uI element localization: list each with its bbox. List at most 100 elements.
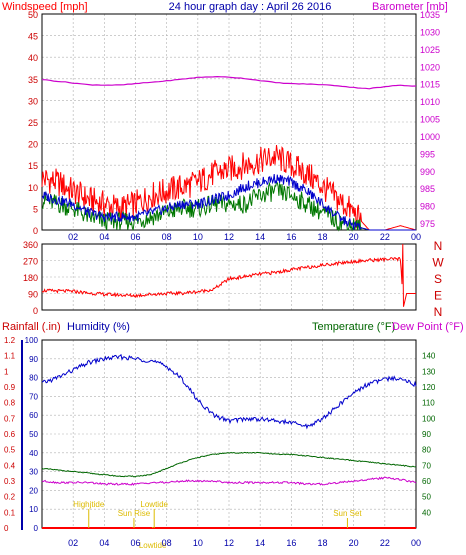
- tide-marker-label: Lowtide: [140, 500, 168, 509]
- wind-tick-label: 5: [33, 204, 38, 214]
- wind-tick-label: 30: [28, 96, 38, 106]
- wind-tick-label: 45: [28, 32, 38, 42]
- x-tick-label: 10: [193, 538, 203, 548]
- tide-marker-label: Sun Set: [333, 509, 362, 518]
- barometer-tick-label: 975: [420, 219, 435, 229]
- weather-x-ticks: 02 04 06 08 10 12 14 16 18 20 22 00: [68, 538, 421, 548]
- humidity-line: [41, 353, 417, 430]
- humidity-tick-label: 30: [29, 468, 38, 477]
- temperature-tick-label: 130: [422, 367, 436, 376]
- barometer-tick-label: 990: [420, 167, 435, 177]
- dewpoint-line: [41, 476, 417, 486]
- x-tick-label: 20: [349, 232, 359, 242]
- x-tick-label: 22: [380, 232, 390, 242]
- humidity-tick-label: 50: [29, 430, 38, 439]
- compass-letter: E: [434, 289, 442, 303]
- rainfall-axis-title: Rainfall (.in): [2, 321, 61, 333]
- humidity-tick-label: 20: [29, 486, 38, 495]
- temperature-tick-label: 40: [422, 508, 431, 517]
- chart-title: 24 hour graph day : April 26 2016: [169, 1, 332, 13]
- weather-grid: [42, 339, 416, 529]
- tide-marker-label: Highjtide: [73, 500, 105, 509]
- wind-direction-line: [41, 243, 416, 307]
- wind-tick-label: 0: [33, 226, 38, 236]
- x-tick-label: 18: [317, 232, 327, 242]
- wind-tick-label: 25: [28, 118, 38, 128]
- barometer-tick-label: 1000: [420, 132, 440, 142]
- x-tick-label: 16: [286, 538, 296, 548]
- x-tick-label: 20: [349, 538, 359, 548]
- humidity-tick-label: 100: [25, 336, 39, 345]
- wind-tick-label: 35: [28, 75, 38, 85]
- barometer-tick-label: 1030: [420, 27, 440, 37]
- x-tick-label: 22: [380, 538, 390, 548]
- x-tick-label: 10: [193, 232, 203, 242]
- barometer-tick-label: 995: [420, 149, 435, 159]
- rainfall-ticks: 1.2 1.1 1 0.9 0.8 0.7 0.6 0.5 0.4 0.3 0.2 0.1 0: [4, 336, 16, 533]
- barometer-tick-label: 1015: [420, 80, 440, 90]
- rainfall-tick-label: 0.2: [4, 493, 16, 502]
- rainfall-tick-label: 0.9: [4, 383, 16, 392]
- x-tick-label: 12: [224, 232, 234, 242]
- x-tick-label: 16: [286, 232, 296, 242]
- x-tick-label: 04: [99, 538, 109, 548]
- wind-tick-label: 40: [28, 53, 38, 63]
- x-tick-label: 08: [162, 232, 172, 242]
- x-tick-label: 06: [130, 538, 140, 548]
- x-tick-label: 02: [68, 232, 78, 242]
- x-tick-label: 06: [130, 232, 140, 242]
- wind-tick-label: 15: [28, 161, 38, 171]
- compass-letter: N: [434, 305, 443, 319]
- tide-marker-label: Sun Rise: [118, 509, 151, 518]
- rainfall-tick-label: 1.1: [4, 352, 16, 361]
- temperature-tick-label: 110: [422, 399, 435, 408]
- temperature-tick-label: 140: [422, 352, 436, 361]
- compass-letter: W: [432, 256, 444, 270]
- temperature-line: [41, 451, 417, 478]
- rainfall-tick-label: 0.7: [4, 414, 16, 423]
- rainfall-tick-label: 0.8: [4, 399, 16, 408]
- rainfall-tick-label: 0.4: [4, 461, 16, 470]
- direction-series: [41, 243, 416, 307]
- direction-tick-label: 360: [23, 240, 38, 250]
- humidity-tick-label: 40: [29, 449, 38, 458]
- wind-x-ticks: 02 04 06 08 10 12 14 16 18 20 22 00: [68, 232, 421, 242]
- direction-plot-frame: [41, 243, 417, 311]
- rainfall-tick-label: 0.3: [4, 477, 16, 486]
- wind-tick-label: 50: [28, 10, 38, 20]
- barometer-tick-label: 1005: [420, 115, 440, 125]
- wind-tick-label: 10: [28, 183, 38, 193]
- humidity-tick-label: 70: [29, 392, 38, 401]
- humidity-axis-title: Humidity (%): [67, 321, 130, 333]
- wind-tick-label: 20: [28, 140, 38, 150]
- x-tick-label: 04: [99, 232, 109, 242]
- direction-tick-label: 270: [23, 257, 38, 267]
- rainfall-tick-label: 0.5: [4, 446, 16, 455]
- x-tick-label: 08: [162, 538, 172, 548]
- temperature-tick-label: 70: [422, 461, 431, 470]
- direction-grid: [42, 243, 416, 311]
- wind-gust-line: [41, 144, 417, 231]
- rainfall-tick-label: 1: [4, 367, 9, 376]
- barometer-tick-label: 1010: [420, 97, 440, 107]
- temperature-axis-title: Temperature (°F): [312, 321, 395, 333]
- barometer-tick-label: 1025: [420, 45, 440, 55]
- barometer-axis-title: Barometer [mb]: [372, 1, 448, 13]
- wind-plot-frame: [41, 13, 417, 231]
- temperature-tick-label: 60: [422, 477, 431, 486]
- humidity-tick-label: 60: [29, 411, 38, 420]
- barometer-tick-label: 1020: [420, 62, 440, 72]
- humidity-tick-label: 0: [34, 524, 39, 533]
- humidity-tick-label: 80: [29, 374, 38, 383]
- x-tick-label: 00: [411, 538, 421, 548]
- barometer-tick-label: 980: [420, 202, 435, 212]
- rainfall-tick-label: 0: [4, 524, 9, 533]
- temperature-tick-label: 80: [422, 446, 431, 455]
- wind-speed-line: [41, 174, 416, 231]
- barometer-tick-label: 985: [420, 184, 435, 194]
- barometer-line: [41, 75, 417, 90]
